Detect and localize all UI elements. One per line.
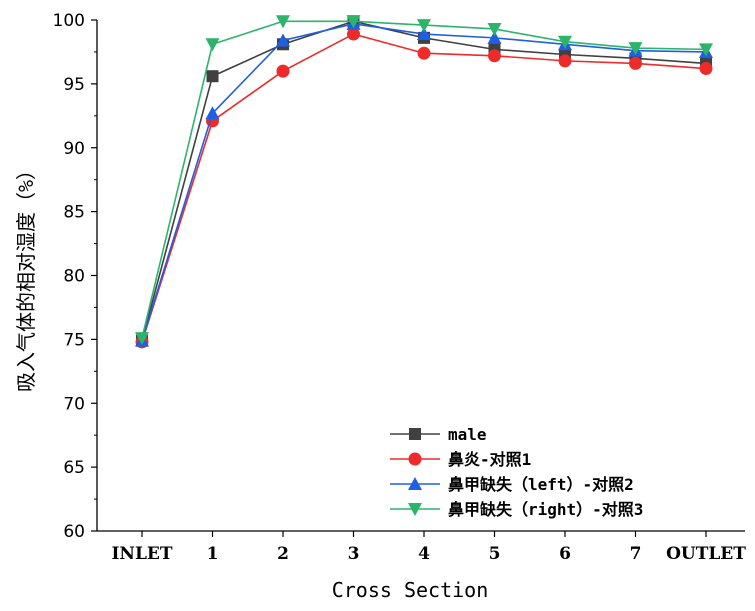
x-tick-label: 1 (207, 544, 219, 564)
series-3 (135, 16, 713, 347)
data-point (276, 33, 290, 47)
x-tick-label: 4 (418, 544, 430, 564)
legend-marker (408, 503, 422, 516)
legend-label: male (448, 425, 487, 444)
legend-label: 鼻甲缺失（left）-对照2 (448, 475, 634, 494)
legend-item: 鼻炎-对照1 (390, 450, 531, 469)
data-point (206, 70, 219, 83)
data-point (346, 15, 361, 29)
data-point (487, 22, 502, 36)
y-tick-label: 90 (63, 139, 85, 159)
data-point (629, 56, 642, 70)
y-tick-label: 70 (63, 394, 85, 414)
legend-marker (409, 428, 421, 440)
y-tick-label: 85 (63, 203, 85, 223)
series-1 (136, 15, 712, 347)
series-2 (135, 27, 713, 349)
data-point (205, 106, 220, 120)
legend-item: male (390, 425, 487, 444)
x-tick-label: 7 (630, 544, 642, 564)
data-point (417, 27, 431, 41)
plot-frame (96, 20, 745, 532)
data-point (417, 19, 431, 33)
series-line (141, 20, 707, 339)
data-point (628, 42, 643, 56)
data-point (276, 64, 290, 78)
y-tick-label: 60 (63, 522, 85, 542)
y-axis-title: 吸入气体的相对湿度（%） (14, 160, 38, 392)
data-point (205, 38, 220, 52)
x-tick-label: 3 (348, 544, 360, 564)
series-line (141, 20, 707, 341)
legend-marker (408, 477, 422, 490)
x-tick-label: INLET (111, 544, 172, 564)
data-point (558, 54, 572, 68)
series-layer (135, 15, 713, 349)
legend-marker (408, 452, 422, 466)
x-axis-title: Cross Section (332, 578, 489, 602)
y-tick-label: 80 (63, 267, 85, 287)
data-point (699, 62, 713, 76)
y-axis: 60 65 70 75 80 85 90 95 100 (53, 11, 97, 542)
x-tick-label: OUTLET (666, 544, 746, 564)
x-tick-label: 5 (489, 544, 501, 564)
y-tick-label: 100 (53, 11, 85, 31)
data-point (135, 332, 149, 346)
data-point (558, 35, 572, 49)
data-point (488, 49, 501, 63)
series-4 (135, 15, 713, 346)
legend-label: 鼻甲缺失（right）-对照3 (448, 500, 643, 519)
legend-item: 鼻甲缺失（right）-对照3 (390, 500, 643, 519)
legend-item: 鼻甲缺失（left）-对照2 (390, 475, 634, 494)
data-point (276, 15, 290, 29)
y-tick-label: 75 (63, 330, 85, 350)
data-point (347, 27, 360, 41)
data-point (487, 30, 502, 44)
data-point (417, 46, 431, 60)
data-point (699, 43, 713, 57)
y-tick-label: 65 (63, 458, 85, 478)
series-line (141, 33, 707, 343)
x-axis: INLET 1 2 3 4 5 6 7 OUTLET (111, 531, 746, 564)
x-tick-label: 6 (559, 544, 571, 564)
series-line (141, 23, 707, 341)
legend-label: 鼻炎-对照1 (448, 450, 531, 469)
legend: male 鼻炎-对照1 鼻甲缺失（left）-对照2 鼻甲缺失（right）-对照3 (390, 425, 643, 519)
x-tick-label: 2 (277, 544, 289, 564)
y-tick-label: 95 (63, 75, 85, 95)
